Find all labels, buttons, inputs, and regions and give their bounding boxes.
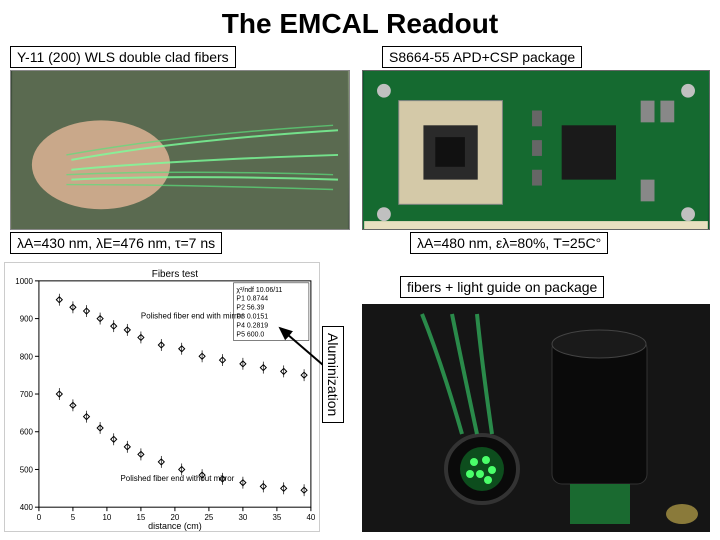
page-title: The EMCAL Readout — [0, 0, 720, 46]
svg-text:χ²/ndf 10.06/11: χ²/ndf 10.06/11 — [236, 287, 282, 294]
apd-params-label: λA=480 nm, ελ=80%, T=25C° — [410, 232, 608, 254]
svg-text:400: 400 — [20, 503, 34, 512]
svg-text:0: 0 — [37, 513, 42, 522]
svg-text:Polished fiber end with mirror: Polished fiber end with mirror — [141, 312, 244, 321]
fibers-panel: Y-11 (200) WLS double clad fibers λA=430… — [10, 46, 350, 258]
apd-panel: S8664-55 APD+CSP package λA= — [362, 46, 710, 258]
svg-text:700: 700 — [20, 390, 34, 399]
fibers-chart: Fibers test 400 500 600 700 800 900 1000 0 5 10 15 2… — [4, 262, 320, 532]
svg-text:800: 800 — [20, 352, 34, 361]
svg-text:5: 5 — [71, 513, 76, 522]
fiber-params-label: λA=430 nm, λE=476 nm, τ=7 ns — [10, 232, 222, 254]
svg-text:900: 900 — [20, 315, 34, 324]
apd-label: S8664-55 APD+CSP package — [382, 46, 582, 68]
fibers-label: Y-11 (200) WLS double clad fibers — [10, 46, 236, 68]
content-grid: Y-11 (200) WLS double clad fibers λA=430… — [0, 46, 720, 538]
svg-text:40: 40 — [306, 513, 315, 522]
svg-text:25: 25 — [204, 513, 213, 522]
svg-text:1000: 1000 — [15, 277, 33, 286]
svg-text:600: 600 — [20, 428, 34, 437]
guide-label: fibers + light guide on package — [400, 276, 604, 298]
svg-text:15: 15 — [136, 513, 145, 522]
apd-photo — [362, 70, 710, 230]
svg-text:P4 0.2819: P4 0.2819 — [236, 323, 268, 330]
svg-text:Polished fiber end without mir: Polished fiber end without mirror — [121, 474, 235, 483]
svg-text:35: 35 — [272, 513, 281, 522]
fibers-photo — [10, 70, 350, 230]
svg-text:30: 30 — [238, 513, 247, 522]
svg-text:10: 10 — [102, 513, 111, 522]
svg-text:P1 0.8744: P1 0.8744 — [236, 296, 268, 303]
guide-photo — [362, 304, 710, 532]
svg-text:P5 600.0: P5 600.0 — [236, 331, 264, 338]
svg-text:distance (cm): distance (cm) — [148, 521, 202, 531]
aluminization-label: Aluminization — [322, 326, 344, 423]
svg-text:Fibers test: Fibers test — [152, 269, 198, 280]
svg-text:500: 500 — [20, 465, 34, 474]
